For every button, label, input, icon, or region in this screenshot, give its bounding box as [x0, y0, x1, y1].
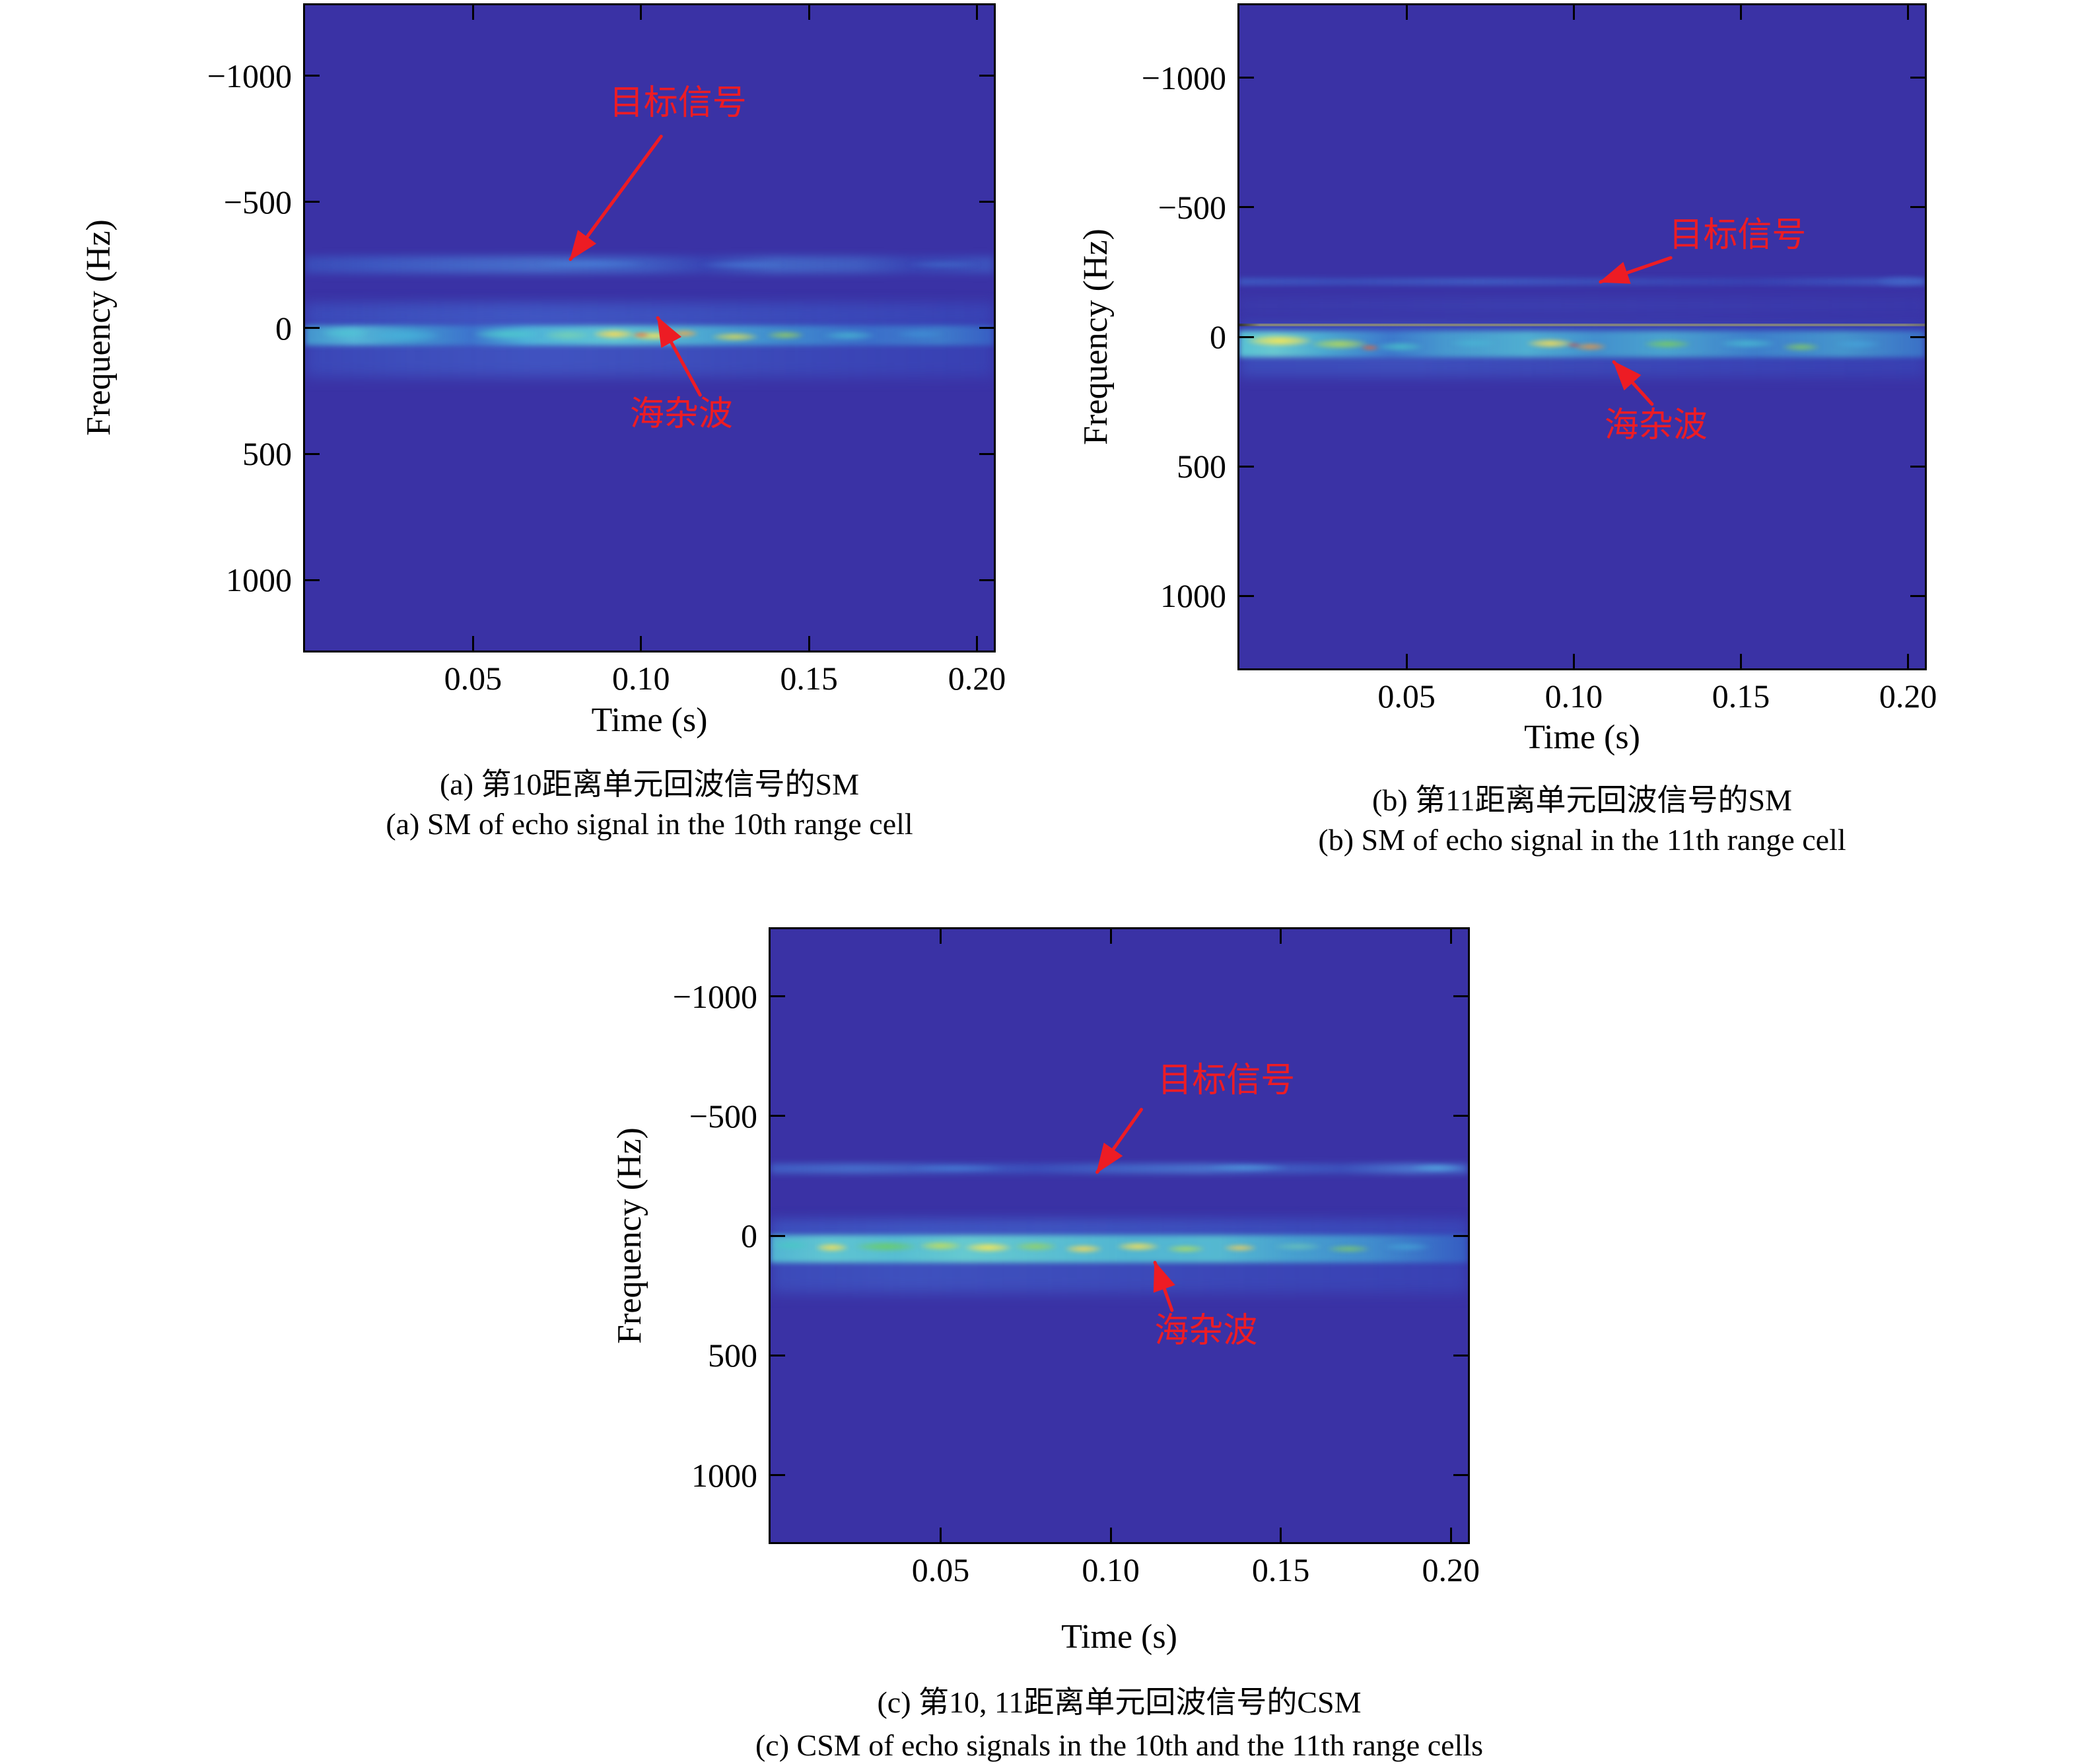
spectral-hotspot: [1366, 340, 1434, 353]
spectral-hotspot: [1056, 1243, 1111, 1255]
x-tick-label: 0.15: [780, 660, 838, 697]
y-tick-label: 500: [242, 435, 292, 473]
target-signal-line: [1239, 278, 1925, 286]
y-axis-label: Frequency (Hz): [1077, 229, 1115, 445]
spectral-hotspot: [1107, 1240, 1169, 1253]
caption-en: (a) SM of echo signal in the 10th range …: [386, 807, 913, 841]
spectral-hotspot: [886, 328, 953, 340]
target-signal-line: [771, 1163, 1468, 1174]
y-tick-label: −1000: [207, 57, 292, 94]
spectral-hotspot: [954, 1240, 1023, 1255]
spectral-hotspot: [683, 260, 801, 271]
clutter-upper-fringe: [1239, 298, 1925, 314]
spectral-hotspot: [771, 1238, 819, 1252]
spectral-hotspot: [893, 259, 994, 269]
spectral-hotspot: [1774, 341, 1828, 353]
x-tick-label: 0.05: [911, 1551, 970, 1588]
subplot-a: 0.05 0.10 0.15 0.20 −1000 −500 0 500 1000 目标信号 海杂…: [80, 3, 1006, 841]
y-tick-label: 1000: [226, 561, 292, 599]
clutter-upper-fringe: [771, 1218, 1468, 1234]
spectral-hotspot: [1707, 336, 1788, 350]
spectral-hotspot: [1216, 1242, 1264, 1253]
zero-frequency-gray-line: [1239, 323, 1925, 327]
x-tick-label: 0.20: [1422, 1551, 1480, 1588]
spectral-hotspot: [1005, 1240, 1067, 1253]
y-tick-label: −1000: [1141, 59, 1226, 96]
spectral-hotspot: [629, 332, 653, 339]
x-axis-label: Time (s): [1061, 1618, 1177, 1656]
spectral-hotspot: [1263, 1240, 1332, 1252]
spectral-hotspot: [460, 326, 554, 342]
spectral-hotspot: [355, 327, 456, 344]
spectral-hotspot: [812, 329, 887, 342]
spectral-hotspot: [701, 330, 769, 343]
spectrogram-plot-b: [1237, 3, 1927, 670]
x-tick-label: 0.05: [1377, 678, 1436, 715]
spectral-hotspot: [889, 1162, 1026, 1174]
x-tick-label: 0.10: [1082, 1551, 1140, 1588]
y-tick-label: −500: [223, 183, 292, 221]
x-tick-label: 0.05: [444, 660, 503, 697]
subplot-c: 0.05 0.10 0.15 0.20 −1000 −500 0 500 1000 目标信号 海杂…: [611, 927, 1483, 1762]
spectral-hotspot: [1864, 272, 1925, 290]
spectral-hotspot: [1187, 1162, 1307, 1173]
x-tick-label: 0.15: [1712, 678, 1770, 715]
y-axis-label: Frequency (Hz): [611, 1127, 648, 1344]
caption-en: (b) SM of echo signal in the 11th range …: [1318, 823, 1846, 857]
x-tick-label: 0.15: [1251, 1551, 1310, 1588]
x-tick-label: 0.20: [1879, 678, 1937, 715]
caption-zh: (c) 第10, 11距离单元回波信号的CSM: [877, 1685, 1362, 1719]
spectral-hotspot: [1356, 344, 1383, 351]
x-tick-label: 0.10: [1544, 678, 1603, 715]
spectral-hotspot: [1564, 342, 1584, 348]
y-tick-label: 0: [275, 309, 292, 347]
x-axis-label: Time (s): [1524, 719, 1640, 756]
subplot-b: 0.05 0.10 0.15 0.20 −1000 −500 0 500 1000 目标信号 海杂…: [1077, 3, 1937, 857]
spectral-hotspot: [758, 329, 813, 341]
spectrogram-plot-a: [303, 3, 996, 653]
caption-zh: (b) 第11距离单元回波信号的SM: [1372, 783, 1792, 817]
x-tick-label: 0.10: [612, 660, 670, 697]
spectral-hotspot: [1824, 337, 1892, 351]
y-tick-label: −500: [1158, 188, 1226, 226]
y-axis-label: Frequency (Hz): [80, 219, 118, 436]
spectral-hotspot: [1372, 1241, 1441, 1253]
clutter-upper-fringe: [305, 300, 994, 318]
x-axis-label: Time (s): [591, 701, 708, 739]
x-tick-label: 0.20: [948, 660, 1006, 697]
caption-zh: (a) 第10距离单元回波信号的SM: [439, 767, 860, 801]
caption-en: (c) CSM of echo signals in the 10th and …: [755, 1728, 1484, 1762]
spectral-hotspot: [842, 1239, 931, 1253]
spectral-hotspot: [514, 258, 666, 269]
y-tick-label: 1000: [1160, 577, 1226, 615]
spectral-hotspot: [1634, 337, 1701, 351]
y-tick-label: 500: [1177, 448, 1226, 485]
y-tick-label: 1000: [691, 1456, 757, 1494]
y-tick-label: −1000: [672, 977, 757, 1015]
spectral-hotspot: [1439, 337, 1508, 350]
spectral-hotspot: [1399, 1162, 1468, 1174]
spectral-hotspot: [1158, 1243, 1213, 1255]
spectrogram-plot-c: [769, 927, 1470, 1544]
spectral-hotspot: [664, 328, 705, 339]
spectral-hotspot: [1318, 1243, 1380, 1255]
